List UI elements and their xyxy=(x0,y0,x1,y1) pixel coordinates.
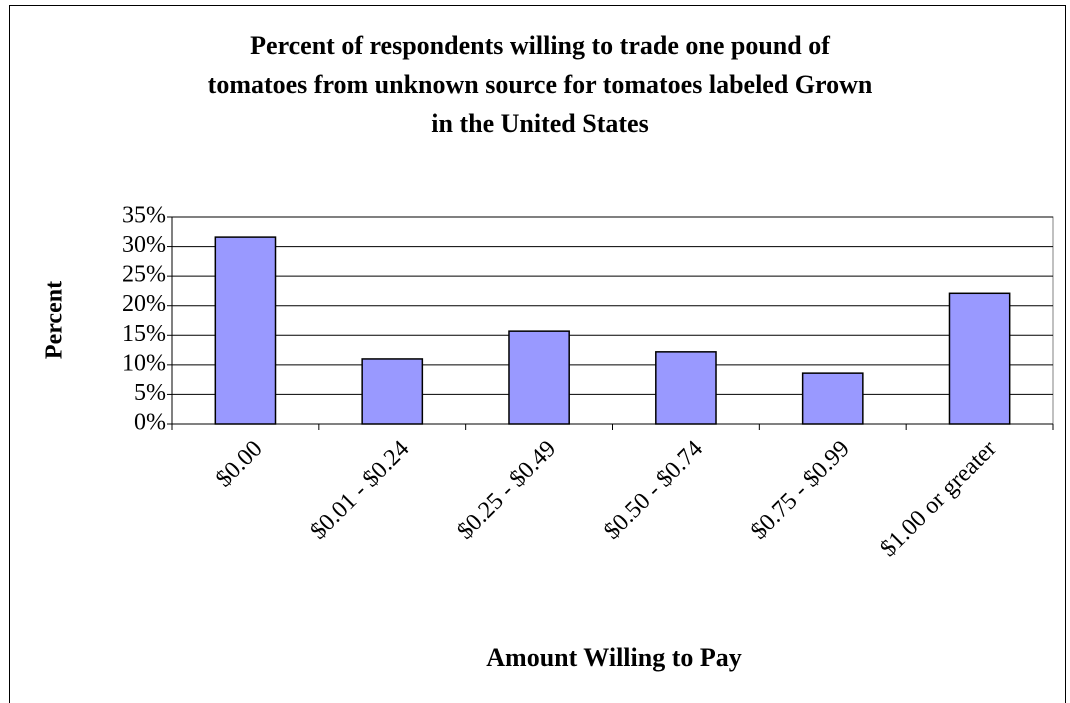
bar xyxy=(655,351,717,425)
y-tick-label: 25% xyxy=(122,262,166,288)
bar xyxy=(214,236,277,425)
x-axis-label: Amount Willing to Pay xyxy=(486,643,741,672)
y-tick-label: 10% xyxy=(122,350,166,376)
bar xyxy=(801,372,864,425)
y-tick-label: 35% xyxy=(122,203,166,229)
chart-title: Percent of respondents willing to trade … xyxy=(250,31,830,60)
plot-area xyxy=(171,216,1054,425)
y-tick-label: 5% xyxy=(134,380,166,406)
bar xyxy=(948,292,1011,425)
bar xyxy=(361,358,424,425)
bar xyxy=(508,330,570,425)
y-tick-label: 0% xyxy=(134,410,166,436)
y-tick-label: 20% xyxy=(122,291,166,317)
chart-title: tomatoes from unknown source for tomatoe… xyxy=(208,70,873,99)
y-axis-label: Percent xyxy=(42,281,68,359)
y-tick-label: 15% xyxy=(122,321,166,347)
chart-title: in the United States xyxy=(431,109,648,138)
y-tick-label: 30% xyxy=(122,232,166,258)
